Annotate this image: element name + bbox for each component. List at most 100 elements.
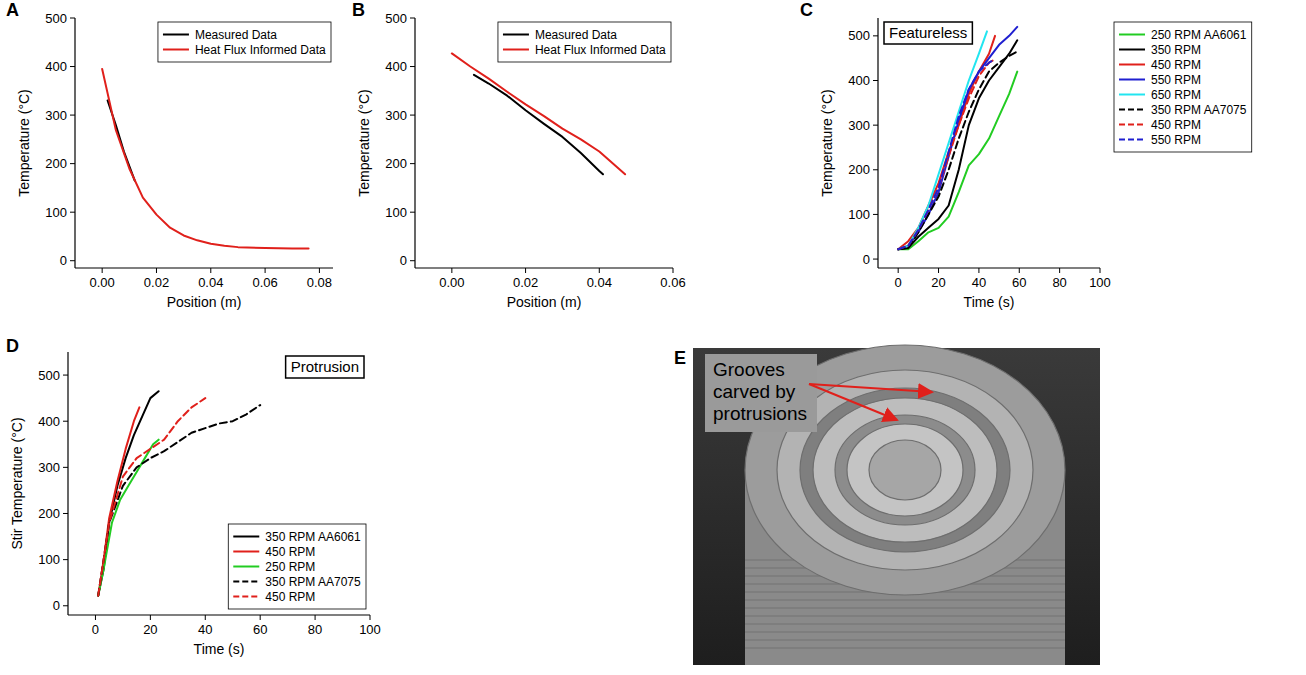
legend-label: 650 RPM (1151, 88, 1201, 102)
x-tick-label: 0 (895, 275, 902, 290)
x-tick-label: 60 (253, 622, 267, 637)
x-tick (1100, 268, 1101, 273)
x-axis-title: Position (m) (167, 294, 242, 310)
y-tick-label: 500 (385, 11, 407, 26)
y-tick (70, 66, 75, 67)
y-tick-label: 200 (38, 506, 60, 521)
x-tick (315, 615, 316, 620)
annotation-box (286, 356, 364, 378)
y-tick (873, 125, 878, 126)
y-axis-title: Temperature (°C) (819, 89, 835, 197)
y-tick (873, 169, 878, 170)
legend-swatch (233, 566, 259, 568)
x-tick-label: 0.00 (439, 275, 464, 290)
y-tick (410, 18, 415, 19)
y-axis-line (877, 18, 878, 268)
arrow (809, 384, 897, 420)
cylinder-ridge (745, 599, 1065, 601)
x-tick (673, 268, 674, 273)
y-axis-line (67, 352, 68, 615)
annotation-line: Grooves (713, 359, 785, 380)
series-line (898, 60, 993, 249)
y-axis-title: Stir Temperature (°C) (9, 417, 25, 549)
x-tick-label: 0.00 (90, 275, 115, 290)
panel-letter: A (6, 0, 19, 20)
legend-swatch (1119, 124, 1145, 126)
series-line (102, 69, 308, 249)
y-tick-label: 500 (45, 11, 67, 26)
x-axis-line (878, 267, 1100, 268)
x-axis-title: Time (s) (194, 641, 245, 657)
y-tick-label: 0 (863, 252, 870, 267)
legend-swatch (1119, 49, 1145, 51)
series-line (898, 40, 1017, 249)
series-line (98, 440, 158, 596)
legend-label: 250 RPM (265, 560, 315, 574)
legend-swatch (1119, 79, 1145, 81)
legend-swatch (1119, 64, 1145, 66)
x-tick-label: 0.04 (587, 275, 612, 290)
y-tick (410, 260, 415, 261)
figure: A01002003004005000.000.020.040.060.08Pos… (0, 0, 1306, 675)
legend-box (1114, 22, 1252, 152)
legend: Measured DataHeat Flux Informed Data (158, 22, 331, 62)
y-tick (873, 35, 878, 36)
plot-area (898, 27, 1017, 249)
x-tick (451, 268, 452, 273)
y-tick (70, 115, 75, 116)
x-tick-label: 0.02 (144, 275, 169, 290)
y-tick-label: 100 (385, 205, 407, 220)
legend-label: Measured Data (535, 28, 617, 42)
annotation-line: carved by (713, 381, 796, 402)
annotation-text: Groovescarved byprotrusions (713, 359, 807, 424)
y-axis-line (414, 18, 415, 268)
y-tick-label: 0 (53, 598, 60, 613)
annotation-text: Protrusion (291, 358, 359, 375)
x-tick-label: 0.04 (198, 275, 223, 290)
y-tick (63, 559, 68, 560)
y-tick-label: 100 (848, 207, 870, 222)
legend-label: 250 RPM AA6061 (1151, 28, 1247, 42)
x-tick (978, 268, 979, 273)
annotation: Protrusion (286, 356, 364, 378)
x-tick (1059, 268, 1060, 273)
legend-label: 550 RPM (1151, 73, 1201, 87)
x-tick-label: 100 (359, 622, 381, 637)
y-tick (63, 375, 68, 376)
legend-box (228, 524, 366, 609)
annotation-text: Featureless (889, 24, 967, 41)
legend-swatch (233, 551, 259, 553)
legend-swatch (233, 536, 259, 538)
legend-swatch (163, 34, 189, 36)
y-tick-label: 200 (848, 162, 870, 177)
x-axis-line (68, 614, 370, 615)
x-tick (1019, 268, 1020, 273)
series-line (898, 72, 1017, 250)
x-tick-label: 20 (931, 275, 945, 290)
y-tick (873, 80, 878, 81)
y-tick (70, 212, 75, 213)
y-tick (63, 513, 68, 514)
cylinder-ridge (745, 647, 1065, 649)
legend-swatch (233, 596, 259, 598)
legend: 250 RPM AA6061350 RPM450 RPM550 RPM650 R… (1114, 22, 1252, 152)
y-tick-label: 300 (385, 108, 407, 123)
series-line (898, 51, 1017, 249)
cylinder-ridge (745, 639, 1065, 641)
y-tick-label: 400 (45, 59, 67, 74)
legend-label: 350 RPM AA7075 (265, 575, 361, 589)
photo-panel: EGroovescarved byprotrusions (674, 345, 1100, 665)
panel-letter: C (800, 0, 813, 20)
y-tick-label: 400 (38, 414, 60, 429)
series-line (452, 53, 625, 174)
legend-swatch (1119, 34, 1145, 36)
x-tick (150, 615, 151, 620)
panel-letter: B (352, 0, 365, 20)
legend-swatch (1119, 109, 1145, 111)
x-tick (938, 268, 939, 273)
y-tick-label: 300 (38, 460, 60, 475)
y-tick-label: 500 (848, 28, 870, 43)
cylinder-ridge (745, 607, 1065, 609)
legend-label: Measured Data (195, 28, 277, 42)
groove-ring (800, 388, 1010, 552)
